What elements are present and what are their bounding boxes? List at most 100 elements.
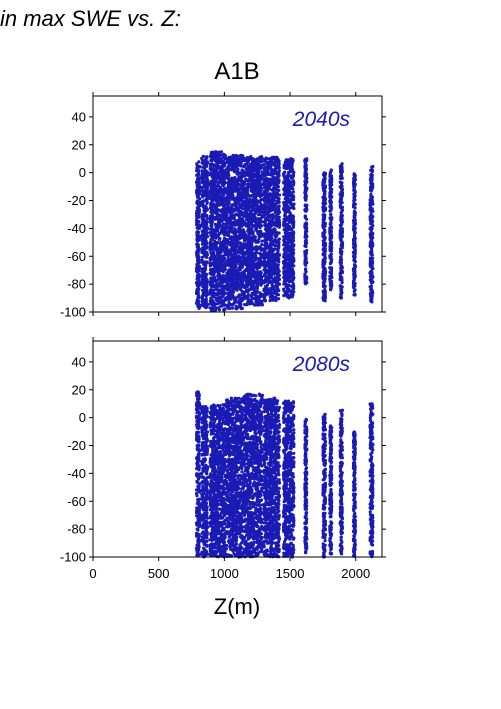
- data-point: [247, 200, 251, 204]
- data-point: [237, 250, 241, 254]
- data-point: [292, 170, 296, 174]
- data-point: [195, 266, 199, 270]
- data-point: [204, 304, 208, 309]
- data-point: [235, 208, 239, 212]
- data-point: [290, 254, 294, 258]
- data-point: [238, 257, 243, 261]
- data-point: [234, 283, 238, 287]
- data-point: [321, 224, 325, 228]
- data-point: [322, 260, 326, 264]
- data-point: [252, 205, 256, 209]
- data-point: [215, 198, 219, 202]
- data-point: [231, 166, 236, 170]
- data-point: [209, 158, 213, 162]
- data-point: [277, 166, 281, 170]
- data-point: [282, 163, 286, 167]
- data-point: [262, 264, 267, 268]
- data-point: [282, 174, 286, 178]
- data-point: [221, 153, 225, 157]
- data-point: [264, 226, 268, 230]
- data-point: [218, 237, 222, 241]
- data-point: [255, 297, 259, 301]
- data-point: [223, 307, 227, 311]
- data-point: [252, 187, 256, 191]
- data-point: [228, 187, 233, 192]
- point-cluster-7: [303, 157, 309, 286]
- data-point: [230, 213, 234, 217]
- data-point: [260, 243, 264, 247]
- data-point: [286, 228, 291, 232]
- data-point: [289, 206, 294, 210]
- data-point: [270, 272, 274, 276]
- data-point: [264, 177, 268, 181]
- data-point: [230, 243, 235, 248]
- data-point: [213, 222, 217, 226]
- data-point: [283, 160, 287, 164]
- data-point: [283, 197, 287, 201]
- data-point: [262, 274, 267, 278]
- data-point: [291, 198, 296, 202]
- data-point: [232, 264, 236, 268]
- data-point: [263, 207, 267, 212]
- data-point: [285, 292, 289, 296]
- data-point: [198, 164, 202, 169]
- data-point: [290, 290, 294, 294]
- data-point: [197, 224, 201, 228]
- data-point: [284, 210, 288, 214]
- data-point: [250, 179, 254, 183]
- data-point: [291, 236, 296, 240]
- data-point: [252, 166, 257, 170]
- data-point: [276, 248, 280, 252]
- data-point: [201, 239, 205, 243]
- data-point: [272, 190, 277, 194]
- data-point: [291, 225, 295, 229]
- data-point: [264, 188, 268, 192]
- data-point: [323, 236, 327, 240]
- data-point: [205, 160, 209, 164]
- data-point: [203, 242, 207, 246]
- data-point: [303, 163, 307, 168]
- data-point: [263, 260, 267, 264]
- data-point: [252, 263, 256, 267]
- data-point: [233, 197, 238, 202]
- data-point: [277, 204, 281, 208]
- data-point: [209, 214, 213, 218]
- data-point: [196, 287, 200, 291]
- data-point: [231, 281, 236, 285]
- data-point: [200, 258, 204, 262]
- data-point: [204, 300, 208, 304]
- data-point: [210, 210, 214, 214]
- data-point: [248, 162, 253, 166]
- data-point: [233, 227, 237, 231]
- data-point: [228, 228, 232, 233]
- data-point: [286, 275, 290, 279]
- point-cluster-2: [208, 150, 228, 313]
- data-point: [231, 163, 235, 167]
- data-point: [205, 195, 209, 199]
- data-point: [227, 240, 231, 244]
- data-point: [268, 194, 272, 198]
- data-point: [242, 257, 246, 262]
- data-point: [282, 294, 286, 298]
- data-point: [263, 239, 267, 243]
- data-point: [255, 251, 259, 255]
- data-point: [220, 199, 224, 203]
- data-point: [276, 212, 281, 216]
- data-point: [322, 249, 326, 253]
- data-point: [234, 212, 239, 216]
- data-point: [305, 227, 309, 231]
- data-point: [290, 295, 294, 299]
- data-point: [232, 170, 237, 174]
- data-point: [234, 219, 238, 223]
- data-point: [230, 253, 234, 257]
- data-point: [209, 296, 213, 300]
- data-point: [252, 181, 256, 185]
- data-point: [196, 169, 200, 173]
- data-point: [321, 218, 325, 222]
- data-point: [263, 251, 268, 255]
- data-point: [200, 282, 204, 286]
- data-point: [273, 167, 277, 172]
- data-point: [210, 308, 214, 312]
- data-point: [197, 283, 202, 287]
- scenario-title: A1B: [214, 58, 260, 85]
